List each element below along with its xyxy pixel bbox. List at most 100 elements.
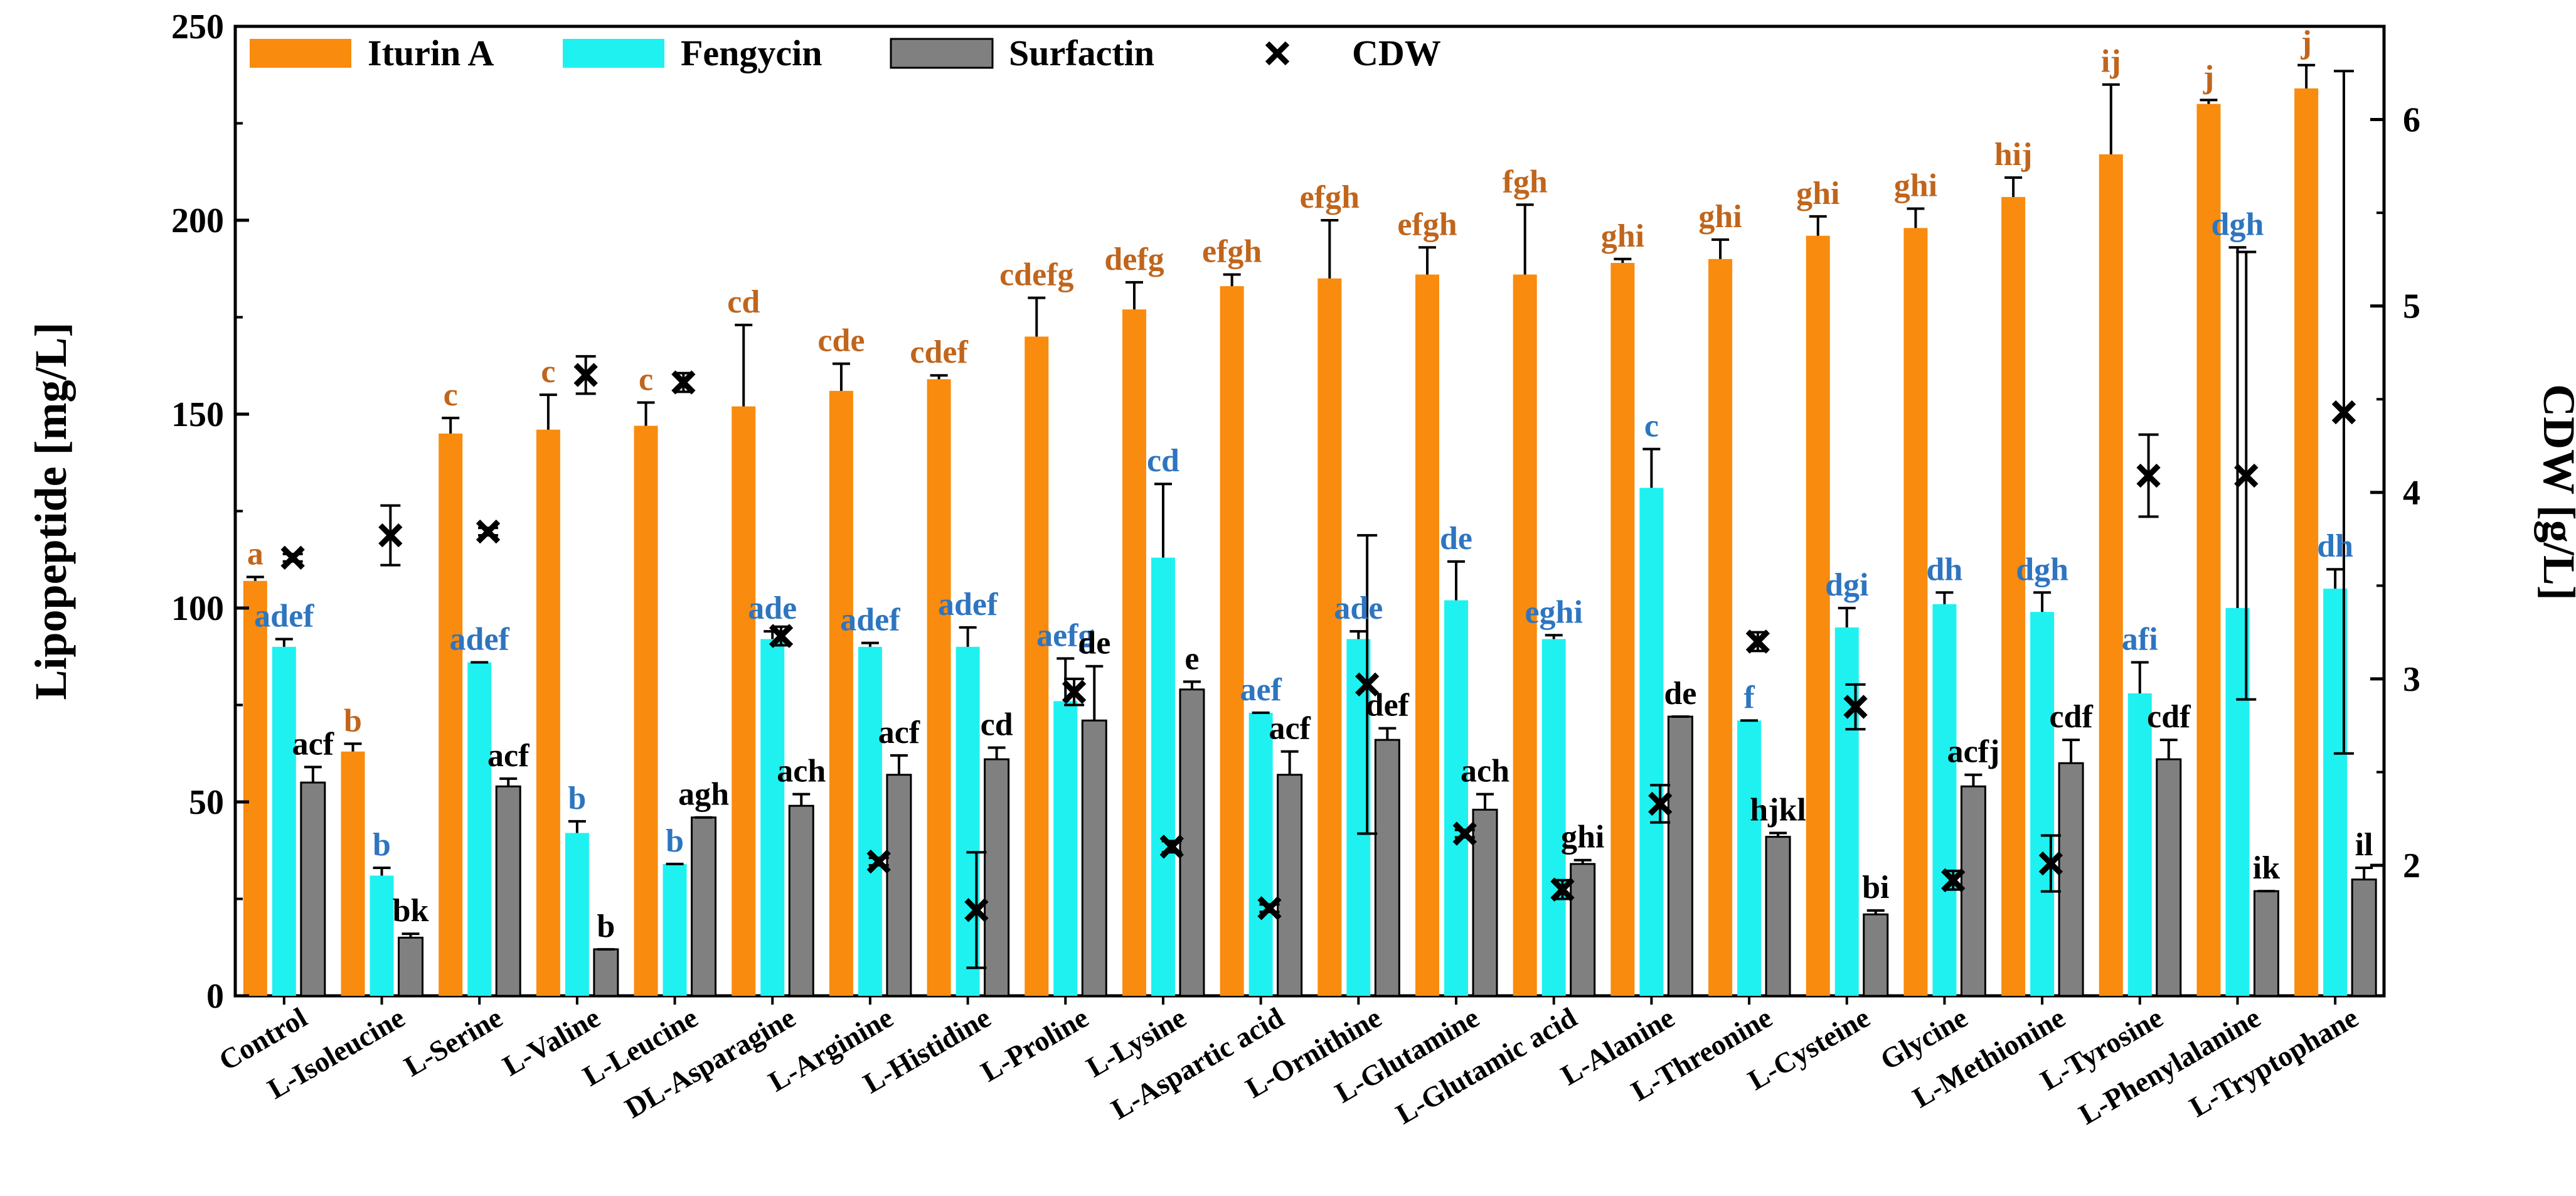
significance-label: hjkl: [1750, 792, 1806, 828]
cdw-marker-stroke: [2331, 400, 2356, 425]
cdw-marker: [1941, 868, 1966, 892]
bar-iturin-a: [1903, 228, 1928, 996]
y-tick-label: 0: [206, 977, 224, 1016]
cdw-marker: [1550, 877, 1575, 902]
bar-iturin-a: [1220, 286, 1244, 996]
cdw-marker: [1843, 695, 1868, 719]
bar-iturin-a: [243, 580, 267, 996]
significance-label: de: [1440, 521, 1472, 557]
significance-label: il: [2355, 827, 2373, 863]
significance-label: ghi: [1601, 218, 1644, 254]
significance-label: cdf: [2147, 699, 2191, 735]
bar-iturin-a: [2001, 196, 2026, 996]
cdw-marker: [1648, 791, 1673, 816]
bar-iturin-a: [1513, 274, 1537, 996]
bar-fengycin: [1737, 720, 1762, 996]
significance-label: ade: [748, 590, 797, 626]
significance-label: adef: [254, 598, 314, 634]
significance-label: dgi: [1825, 567, 1868, 603]
significance-label: cdefg: [999, 257, 1073, 293]
significance-label: ij: [2101, 44, 2121, 80]
y2-tick-label: 6: [2403, 101, 2420, 140]
significance-label: dgh: [2016, 552, 2068, 587]
bar-surfactin: [1081, 719, 1107, 997]
cdw-marker-stroke: [1745, 629, 1770, 654]
cdw-marker-stroke: [1062, 680, 1087, 704]
significance-label: acf: [292, 726, 334, 762]
significance-label: afi: [2122, 622, 2158, 658]
legend-swatch-fengycin: [563, 39, 664, 68]
bar-surfactin: [1570, 863, 1596, 997]
y2-tick-label: 5: [2403, 287, 2420, 326]
cdw-marker: [2038, 851, 2063, 876]
bar-surfactin: [2253, 890, 2279, 997]
significance-label: eghi: [1525, 594, 1582, 630]
significance-label: bk: [393, 893, 429, 929]
cdw-marker-stroke: [1257, 896, 1282, 921]
significance-label: b: [666, 823, 684, 859]
significance-label: cd: [1147, 443, 1179, 479]
cdw-marker-stroke: [1452, 821, 1477, 846]
legend-swatch-surfactin: [890, 38, 994, 69]
significance-label: defg: [1104, 242, 1164, 277]
significance-label: def: [1366, 688, 1410, 723]
bar-fengycin: [2127, 693, 2152, 996]
cdw-marker: [671, 370, 696, 395]
significance-label: c: [1644, 408, 1659, 444]
significance-label: acf: [487, 738, 530, 774]
category-label: L-Serine: [398, 1001, 508, 1082]
significance-label: f: [1743, 680, 1755, 715]
legend-marker-stroke: [1265, 41, 1290, 66]
significance-labels-layer: aadefacfbbbkcadefacfcbbcbaghcdadeachcdea…: [247, 24, 2373, 944]
significance-label: ade: [1334, 590, 1383, 626]
bar-iturin-a: [1806, 235, 1830, 996]
bar-fengycin: [1639, 488, 1664, 996]
cdw-marker-stroke: [1843, 695, 1868, 719]
bar-fengycin: [858, 646, 882, 996]
y2-axis-title: CDW [g/L]: [2534, 384, 2576, 601]
significance-label: efgh: [1300, 179, 1360, 215]
significance-label: acf: [1269, 711, 1311, 747]
cdw-marker: [1745, 629, 1770, 654]
significance-label: cd: [981, 707, 1013, 742]
y-tick-label: 50: [189, 783, 224, 822]
bars-layer: [243, 88, 2377, 997]
cdw-marker: [1159, 835, 1184, 859]
legend-marker-cdw: [1265, 41, 1290, 66]
cdw-marker: [573, 363, 598, 387]
y-axis-title: Lipopeptide [mg/L]: [26, 322, 76, 700]
cdw-marker: [1355, 672, 1380, 697]
significance-label: e: [1184, 641, 1199, 676]
bar-iturin-a: [1610, 262, 1635, 996]
significance-label: de: [1664, 676, 1696, 712]
significance-label: adef: [840, 602, 900, 638]
cdw-marker: [2136, 463, 2161, 488]
significance-label: aefg: [1036, 617, 1094, 653]
cdw-marker: [2234, 463, 2259, 488]
legend-swatch-iturin-a: [250, 39, 351, 68]
cdw-marker-stroke: [1648, 791, 1673, 816]
bar-surfactin: [1277, 774, 1303, 997]
cdw-marker: [1452, 821, 1477, 846]
bar-surfactin: [1472, 808, 1498, 997]
significance-label: hij: [1994, 137, 2033, 173]
legend: Iturin A Fengycin Surfactin CDW: [250, 33, 1441, 73]
significance-label: b: [373, 827, 391, 863]
bar-surfactin: [593, 948, 619, 997]
significance-label: ghi: [1561, 820, 1604, 855]
bar-surfactin: [886, 774, 912, 997]
significance-label: adef: [450, 622, 510, 658]
bar-surfactin: [1863, 913, 1889, 997]
cdw-marker-stroke: [1355, 672, 1380, 697]
significance-label: b: [344, 703, 362, 739]
significance-label: efgh: [1202, 234, 1262, 270]
bar-iturin-a: [1708, 259, 1733, 996]
bar-iturin-a: [1122, 309, 1146, 996]
bar-surfactin: [984, 758, 1010, 997]
y-tick-label: 200: [171, 201, 224, 240]
y-tick-label: 100: [171, 589, 224, 628]
cdw-marker-stroke: [2038, 851, 2063, 876]
legend-label-cdw: CDW: [1352, 33, 1441, 73]
cdw-marker: [769, 624, 794, 648]
